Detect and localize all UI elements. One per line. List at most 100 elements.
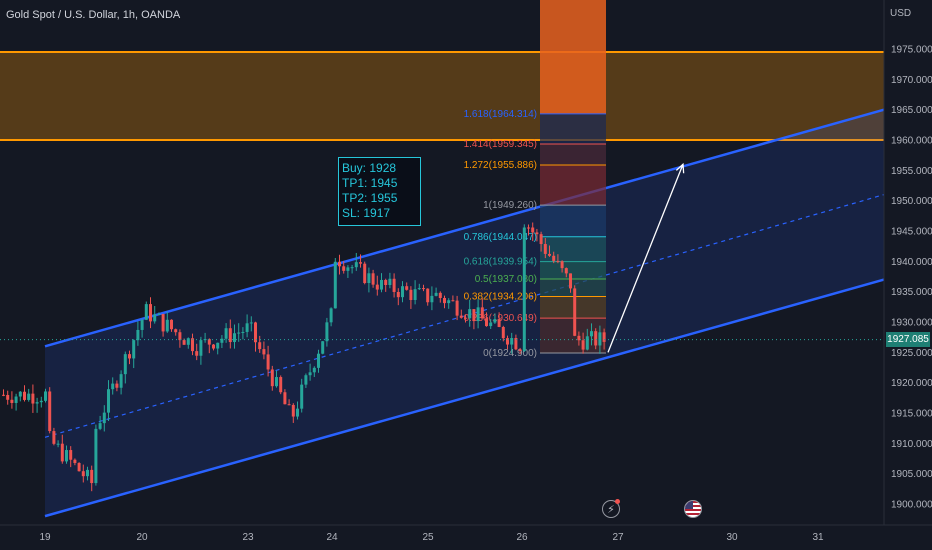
- candle-body: [493, 319, 497, 323]
- candle-body: [195, 351, 199, 356]
- current-price-badge: 1927.085: [886, 332, 930, 347]
- y-tick-label: 1940.000: [891, 257, 932, 268]
- candle-body: [18, 391, 22, 397]
- fib-band: [540, 164, 606, 206]
- y-tick-label: 1925.000: [891, 348, 932, 359]
- candle-body: [300, 384, 304, 409]
- x-tick-label: 24: [326, 532, 338, 543]
- candle-body: [447, 300, 451, 304]
- candle-body: [144, 304, 148, 320]
- candle-body: [165, 319, 169, 332]
- candle-body: [451, 300, 455, 302]
- candle-body: [212, 344, 215, 349]
- candle-body: [367, 273, 371, 284]
- candle-body: [199, 340, 203, 356]
- candle-body: [73, 459, 77, 464]
- candle-body: [480, 307, 484, 319]
- candle-body: [174, 329, 178, 333]
- fib-label: 1(1949.260): [483, 200, 537, 211]
- candle-body: [581, 340, 585, 350]
- candle-body: [283, 392, 287, 405]
- candle-body: [602, 332, 606, 342]
- channel-mid-line: [44, 194, 885, 438]
- candle-body: [132, 340, 136, 359]
- chart-title: Gold Spot / U.S. Dollar, 1h, OANDA: [6, 9, 181, 21]
- x-tick-label: 20: [136, 532, 148, 543]
- candle-body: [249, 322, 253, 324]
- candle-body: [405, 286, 409, 290]
- candle-body: [119, 374, 123, 388]
- candle-body: [459, 315, 463, 318]
- candle-body: [443, 297, 446, 304]
- candle-body: [346, 267, 350, 271]
- candle-body: [254, 322, 257, 343]
- candle-body: [224, 328, 228, 339]
- candle-body: [359, 262, 362, 264]
- fib-extension-band: [540, 0, 606, 114]
- candle-body: [216, 342, 220, 349]
- price-axis[interactable]: [884, 0, 932, 550]
- candle-body: [98, 423, 102, 429]
- candle-body: [115, 383, 119, 388]
- candle-body: [153, 314, 157, 322]
- trade-box: Buy: 1928 TP1: 1945 TP2: 1955 SL: 1917: [338, 157, 421, 226]
- candle-body: [275, 377, 278, 387]
- candle-body: [102, 412, 106, 424]
- x-tick-label: 27: [612, 532, 624, 543]
- us-flag-icon[interactable]: [684, 500, 702, 518]
- candle-body: [296, 408, 299, 417]
- candle-body: [182, 340, 186, 345]
- candle-body: [375, 284, 379, 290]
- candle-body: [430, 295, 434, 303]
- fib-band: [540, 205, 606, 237]
- candle-body: [531, 227, 535, 233]
- candle-body: [136, 329, 140, 341]
- candle-body: [317, 353, 320, 368]
- candle-body: [489, 322, 493, 327]
- candle-body: [543, 244, 547, 254]
- candle-body: [464, 317, 467, 319]
- lightning-icon[interactable]: ⚡︎: [602, 500, 620, 518]
- candle-body: [262, 349, 266, 355]
- y-tick-label: 1905.000: [891, 469, 932, 480]
- candle-body: [573, 288, 577, 336]
- candle-body: [396, 291, 400, 298]
- time-axis[interactable]: [0, 525, 932, 550]
- candle-body: [590, 331, 593, 337]
- candle-body: [510, 338, 514, 345]
- candle-body: [60, 443, 64, 462]
- x-tick-label: 23: [242, 532, 254, 543]
- candle-body: [52, 431, 56, 444]
- candle-body: [27, 393, 31, 400]
- candle-body: [594, 331, 598, 346]
- candle-body: [476, 307, 480, 322]
- candle-body: [342, 266, 346, 271]
- candle-body: [577, 335, 581, 341]
- candle-body: [363, 263, 367, 284]
- candle-body: [417, 288, 421, 290]
- channel-lower-line: [44, 278, 885, 518]
- fib-label: 1.272(1955.886): [464, 160, 537, 171]
- y-tick-label: 1930.000: [891, 318, 932, 329]
- y-tick-label: 1935.000: [891, 287, 932, 298]
- fib-band: [540, 143, 606, 165]
- y-tick-label: 1960.000: [891, 136, 932, 147]
- candle-body: [413, 289, 417, 300]
- candle-body: [350, 267, 354, 269]
- candle-body: [77, 463, 81, 472]
- candle-body: [56, 443, 60, 445]
- trade-sl: SL: 1917: [342, 206, 391, 220]
- candle-body: [539, 234, 543, 245]
- candle-body: [279, 377, 283, 393]
- candle-body: [434, 292, 438, 296]
- currency-label: USD: [890, 8, 911, 19]
- fib-band: [540, 279, 606, 297]
- projection-arrow: [607, 164, 684, 353]
- candle-body: [203, 339, 207, 341]
- y-tick-label: 1910.000: [891, 439, 932, 450]
- candle-body: [380, 279, 383, 290]
- candle-body: [329, 308, 333, 323]
- candle-body: [65, 450, 68, 462]
- candle-body: [585, 336, 589, 350]
